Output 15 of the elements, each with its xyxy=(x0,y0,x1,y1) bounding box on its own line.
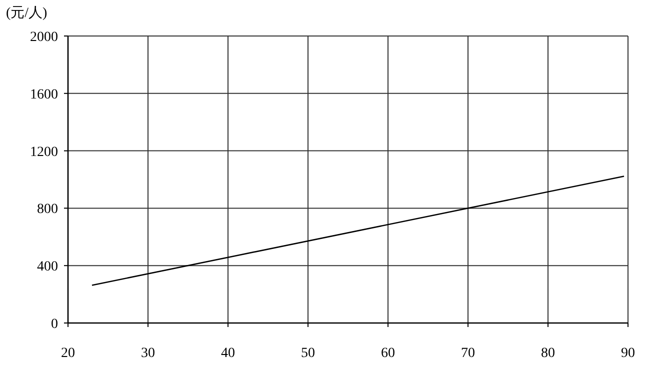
y-tick-label: 2000 xyxy=(30,30,58,45)
x-tick-label: 50 xyxy=(301,346,315,361)
y-axis-title: (元/人) xyxy=(6,5,48,21)
x-tick-label: 20 xyxy=(61,346,75,361)
x-tick-label: 30 xyxy=(141,346,155,361)
x-tick-label: 70 xyxy=(461,346,475,361)
x-tick-label: 80 xyxy=(541,346,555,361)
x-tick-label: 40 xyxy=(221,346,235,361)
x-tick-label: 90 xyxy=(621,346,635,361)
y-tick-label: 1600 xyxy=(30,87,58,102)
x-tick-label: 60 xyxy=(381,346,395,361)
y-tick-label: 400 xyxy=(37,260,58,275)
y-tick-label: 1200 xyxy=(30,144,58,160)
y-tick-label: 800 xyxy=(37,202,58,218)
y-tick-label: 0 xyxy=(51,317,58,332)
